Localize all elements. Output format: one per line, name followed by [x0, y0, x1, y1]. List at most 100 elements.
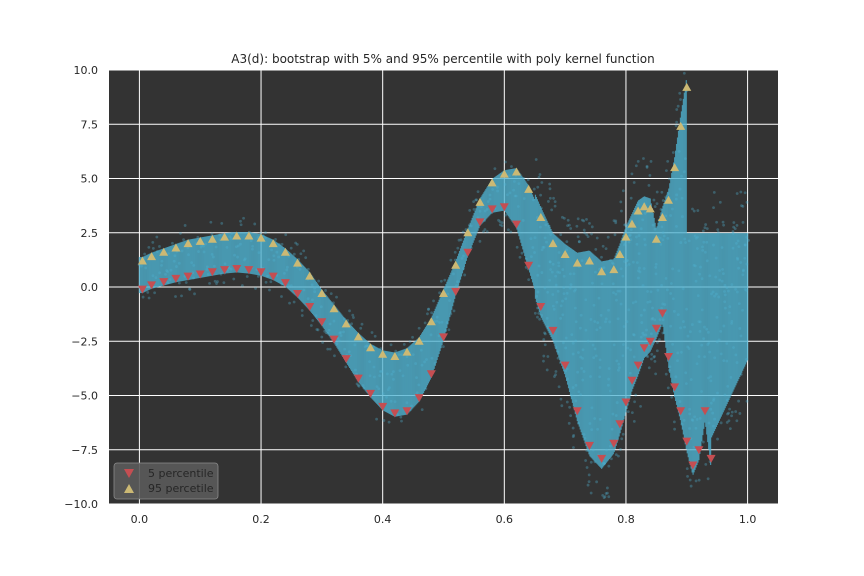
bootstrap-sample-point: [527, 278, 531, 282]
bootstrap-sample-point: [637, 252, 641, 256]
bootstrap-sample-point: [539, 206, 543, 210]
y-tick-label: 0.0: [81, 281, 99, 294]
marker-95-percetile: [220, 232, 230, 241]
bootstrap-sample-point: [593, 320, 597, 323]
bootstrap-sample-point: [476, 190, 480, 194]
bootstrap-sample-point: [560, 404, 564, 408]
bootstrap-sample-point: [728, 427, 732, 431]
bootstrap-sample-point: [288, 301, 291, 305]
bootstrap-sample-point: [681, 215, 684, 218]
bootstrap-sample-point: [533, 251, 536, 254]
bootstrap-sample-point: [509, 230, 513, 234]
bootstrap-sample-point: [561, 215, 564, 219]
bootstrap-sample-point: [360, 322, 364, 326]
bootstrap-sample-point: [561, 313, 565, 317]
bootstrap-sample-point: [578, 326, 582, 330]
marker-5-percentile: [341, 355, 351, 364]
marker-5-percentile: [639, 344, 649, 353]
marker-5-percentile: [183, 272, 193, 281]
bootstrap-sample-point: [607, 495, 611, 499]
marker-5-percentile: [220, 266, 230, 275]
bootstrap-sample-point: [553, 200, 557, 204]
bootstrap-sample-point: [733, 227, 737, 231]
bootstrap-sample-point: [177, 281, 181, 285]
bootstrap-sample-point: [405, 355, 409, 359]
bootstrap-sample-point: [726, 289, 730, 293]
bootstrap-sample-point: [574, 339, 578, 343]
bootstrap-sample-point: [594, 247, 598, 251]
bootstrap-sample-point: [537, 264, 541, 268]
marker-5-percentile: [451, 287, 461, 296]
bootstrap-sample-point: [653, 360, 657, 363]
bootstrap-sample-point: [378, 374, 382, 378]
bootstrap-sample-point: [747, 238, 750, 242]
bootstrap-sample-point: [538, 317, 542, 321]
bootstrap-sample-point: [548, 278, 551, 282]
bootstrap-sample-point: [583, 231, 587, 235]
bootstrap-sample-point: [737, 302, 741, 306]
bootstrap-sample-point: [472, 200, 476, 204]
marker-5-percentile: [584, 441, 594, 450]
bootstrap-sample-point: [350, 322, 354, 326]
bootstrap-sample-point: [464, 228, 468, 231]
bootstrap-sample-point: [269, 280, 273, 284]
bootstrap-sample-point: [567, 223, 571, 227]
bootstrap-sample-point: [516, 205, 520, 208]
bootstrap-sample-point: [351, 313, 355, 317]
bootstrap-sample-point: [569, 283, 573, 287]
marker-95-percetile: [651, 234, 661, 243]
marker-5-percentile: [353, 374, 363, 383]
bootstrap-sample-point: [645, 164, 649, 168]
bootstrap-sample-point: [424, 387, 428, 391]
marker-5-percentile: [232, 265, 242, 274]
bootstrap-sample-point: [333, 354, 336, 358]
bootstrap-sample-point: [559, 397, 563, 401]
bootstrap-sample-point: [482, 230, 485, 233]
bootstrap-sample-point: [632, 181, 636, 184]
bootstrap-sample-point: [717, 295, 721, 299]
legend: 5 percentile 95 percetile: [113, 462, 219, 500]
bootstrap-sample-point: [605, 486, 609, 490]
bootstrap-sample-point: [604, 247, 608, 251]
bootstrap-sample-point: [581, 378, 585, 382]
bootstrap-sample-point: [180, 294, 183, 298]
bootstrap-sample-point: [606, 235, 610, 239]
bootstrap-sample-point: [601, 244, 605, 248]
bootstrap-sample-point: [254, 287, 257, 290]
marker-5-percentile: [657, 309, 667, 318]
bootstrap-sample-point: [240, 284, 244, 287]
bootstrap-sample-point: [701, 229, 705, 233]
bootstrap-sample-point: [688, 407, 691, 411]
bootstrap-sample-point: [188, 287, 192, 291]
bootstrap-sample-point: [539, 193, 543, 197]
bootstrap-sample-point: [669, 324, 673, 328]
marker-95-percetile: [627, 219, 637, 228]
bootstrap-sample-point: [741, 220, 745, 224]
bootstrap-sample-point: [222, 281, 226, 285]
bootstrap-sample-point: [737, 399, 740, 403]
bootstrap-sample-point: [210, 232, 214, 236]
bootstrap-sample-point: [588, 221, 591, 225]
bootstrap-sample-point: [652, 355, 656, 359]
bootstrap-sample-point: [702, 240, 706, 244]
bootstrap-sample-point: [375, 417, 378, 421]
bootstrap-sample-point: [680, 423, 684, 426]
bootstrap-sample-point: [546, 290, 550, 294]
bootstrap-sample-point: [500, 221, 504, 225]
bootstrap-sample-point: [478, 209, 482, 213]
marker-5-percentile: [305, 303, 315, 312]
bootstrap-sample-point: [679, 326, 682, 330]
bootstrap-sample-point: [311, 319, 315, 322]
bootstrap-sample-point: [272, 254, 276, 258]
bootstrap-sample-point: [704, 462, 708, 466]
bootstrap-sample-point: [522, 197, 526, 200]
bootstrap-sample-point: [606, 491, 609, 495]
bootstrap-sample-point: [623, 223, 627, 227]
bootstrap-sample-point: [510, 165, 513, 168]
bootstrap-sample-point: [542, 359, 545, 363]
bootstrap-sample-point: [543, 331, 546, 335]
bootstrap-sample-point: [328, 347, 332, 351]
bootstrap-sample-point: [617, 454, 620, 458]
bootstrap-sample-point: [723, 293, 727, 297]
